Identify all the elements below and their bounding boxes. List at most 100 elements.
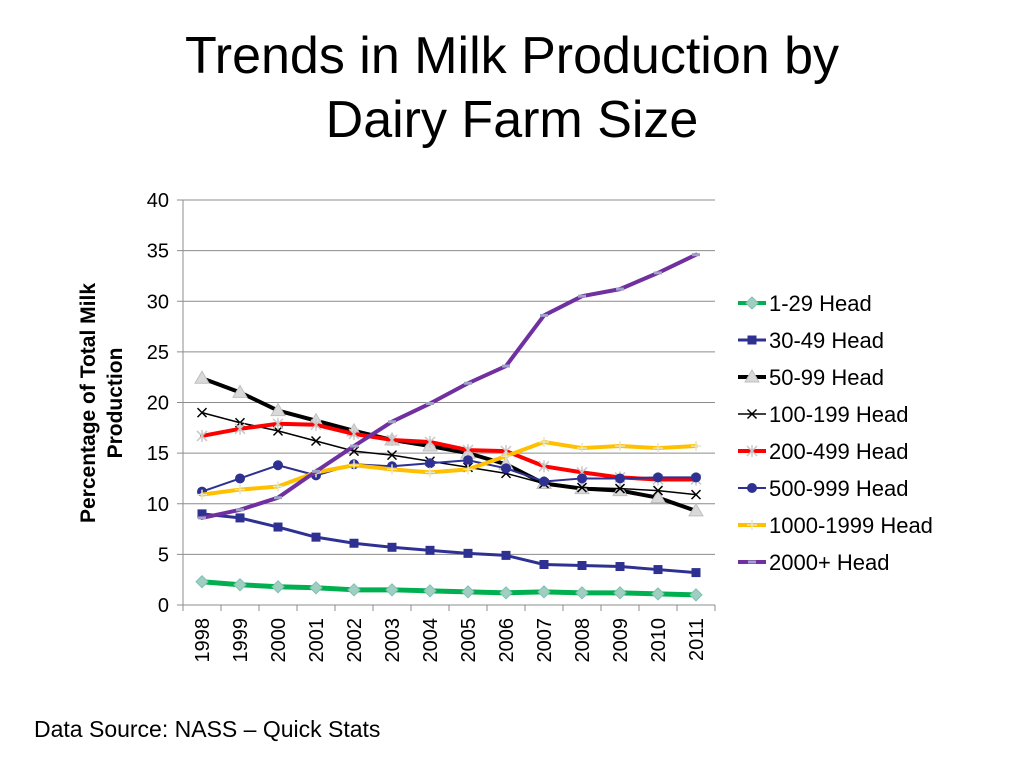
series-line	[200, 439, 698, 497]
data-point	[691, 472, 701, 483]
data-point	[386, 433, 398, 446]
data-point	[349, 538, 359, 548]
data-point	[234, 422, 246, 435]
data-point	[501, 451, 511, 462]
data-point	[539, 560, 549, 569]
x-tick-label: 2007	[534, 618, 556, 663]
y-tick-label: 30	[147, 291, 169, 313]
data-point	[501, 550, 511, 560]
y-tick-label: 0	[158, 595, 169, 617]
data-point	[272, 425, 284, 436]
series-line	[200, 376, 698, 513]
data-point-stroke	[576, 482, 588, 493]
data-point	[691, 568, 701, 578]
data-point	[463, 548, 473, 558]
legend-entry: 100-199 Head	[738, 402, 908, 427]
data-point	[615, 441, 625, 452]
title-line-2: Dairy Farm Size	[325, 91, 699, 149]
x-tick-label: 1998	[192, 618, 214, 663]
x-tick-label: 2000	[268, 618, 290, 663]
data-point	[499, 586, 513, 600]
x-tick-label: 2011	[686, 618, 708, 661]
series-line	[201, 459, 697, 493]
data-point	[235, 473, 245, 484]
data-point	[309, 581, 323, 595]
data-point	[235, 513, 245, 523]
data-point	[196, 407, 208, 418]
data-point	[386, 450, 398, 461]
legend: 1-29 Head 30-49 Head 50-99 Head 100-199 Hea…	[738, 291, 933, 575]
legend-label: 1000-1999 Head	[769, 513, 933, 538]
data-point	[232, 384, 248, 398]
data-point	[691, 441, 701, 452]
x-tick-label: 2010	[648, 618, 670, 663]
data-point	[310, 435, 322, 447]
data-point	[463, 455, 473, 466]
data-point	[273, 522, 283, 532]
data-point	[615, 473, 625, 484]
data-point	[690, 489, 702, 500]
data-point	[747, 335, 757, 345]
legend-entry: 500-999 Head	[738, 476, 908, 501]
data-point	[348, 427, 360, 440]
data-point	[271, 580, 285, 594]
y-tick-label: 40	[147, 190, 169, 212]
data-point-stroke	[746, 408, 758, 420]
y-tick-label: 25	[147, 342, 169, 364]
page-title: Trends in Milk Production by Dairy Farm …	[0, 24, 1024, 152]
x-tick-label: 2001	[306, 618, 328, 663]
data-point	[746, 445, 758, 457]
legend-entry: 1-29 Head	[738, 291, 872, 316]
data-point	[197, 489, 207, 500]
x-tick-label: 2004	[420, 618, 442, 663]
data-point	[539, 436, 549, 447]
data-point	[235, 484, 245, 495]
data-point	[501, 463, 511, 474]
series-line	[200, 421, 698, 482]
data-point	[387, 542, 397, 552]
data-point	[423, 584, 437, 598]
data-point	[650, 489, 666, 504]
x-tick-label: 2005	[458, 618, 480, 663]
data-point	[653, 565, 663, 575]
y-tick-label: 35	[147, 241, 169, 263]
gridlines	[183, 199, 715, 555]
data-point	[577, 443, 587, 454]
data-point	[746, 408, 758, 420]
data-point	[272, 417, 284, 430]
data-point	[462, 444, 474, 457]
series-line	[200, 252, 698, 520]
data-point-stroke	[272, 425, 284, 436]
x-tick-label: 2006	[496, 618, 518, 663]
data-point	[310, 418, 322, 431]
data-point	[653, 443, 663, 454]
y-tick-label: 10	[147, 494, 169, 516]
data-point	[311, 532, 321, 542]
data-point-stroke	[348, 446, 360, 457]
data-point-stroke	[652, 485, 664, 496]
y-tick-label: 15	[147, 443, 169, 465]
data-point	[270, 402, 286, 417]
legend-label: 1-29 Head	[769, 291, 872, 316]
title-line-1: Trends in Milk Production by	[184, 27, 840, 85]
data-point	[537, 585, 551, 599]
data-point	[425, 458, 435, 469]
data-point	[688, 502, 704, 517]
data-point	[575, 586, 589, 600]
data-point	[424, 435, 436, 448]
x-tick-label: 1999	[230, 618, 252, 663]
series-1000-1999-head	[197, 436, 701, 500]
legend-label: 100-199 Head	[769, 402, 908, 427]
data-source-note: Data Source: NASS – Quick Stats	[34, 716, 381, 742]
data-point	[461, 585, 475, 599]
x-tick-label: 2003	[382, 618, 404, 663]
legend-label: 50-99 Head	[769, 365, 884, 390]
x-tick-label: 2002	[344, 618, 366, 663]
y-axis-label: Percentage of Total Milk Production	[77, 283, 127, 523]
data-point	[196, 429, 208, 442]
data-point	[538, 460, 550, 473]
legend-label: 2000+ Head	[769, 550, 890, 575]
series-2000-head	[198, 252, 700, 520]
data-point	[689, 588, 703, 602]
x-tick-label: 2009	[610, 618, 632, 663]
